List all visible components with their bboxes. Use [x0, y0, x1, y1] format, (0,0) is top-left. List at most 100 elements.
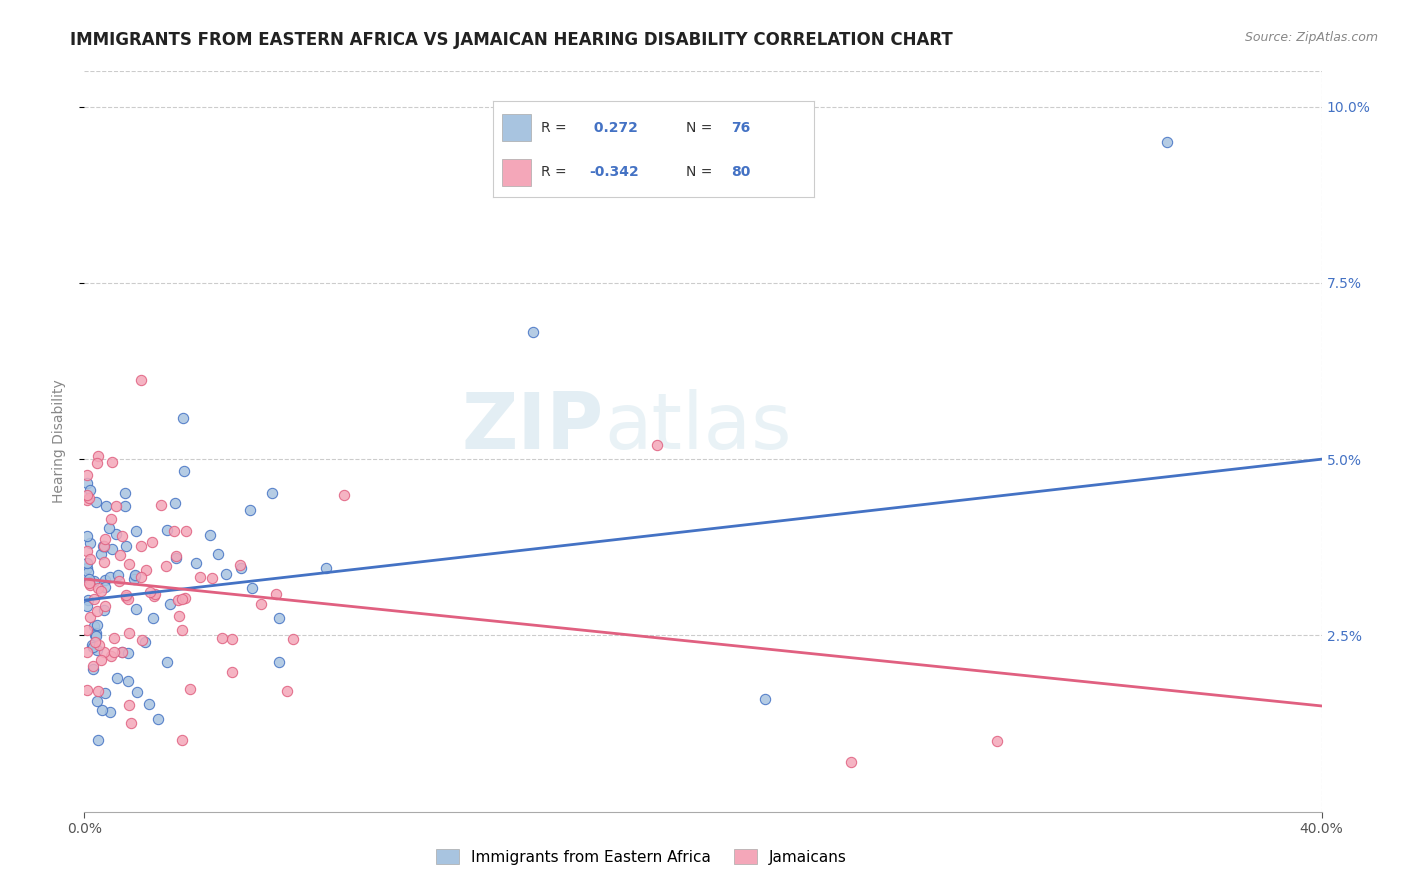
Point — [79, 610, 101, 624]
Point — [83, 628, 105, 642]
Point — [266, 587, 288, 601]
Point — [76, 599, 98, 613]
Point — [198, 527, 221, 541]
Point — [76, 593, 98, 607]
Point — [117, 591, 139, 606]
Point — [645, 438, 668, 452]
Point — [77, 575, 100, 590]
Point — [93, 686, 115, 700]
Point — [100, 542, 122, 557]
Point — [986, 734, 1008, 748]
Point — [86, 694, 108, 708]
Text: atlas: atlas — [605, 389, 792, 465]
Point — [100, 705, 122, 719]
Point — [754, 692, 776, 706]
Point — [93, 539, 115, 553]
Point — [82, 659, 104, 673]
Point — [173, 591, 195, 606]
Point — [143, 589, 166, 603]
Point — [93, 603, 115, 617]
Point — [149, 498, 172, 512]
Point — [135, 563, 157, 577]
Point — [211, 632, 233, 646]
Point — [77, 572, 100, 586]
Point — [125, 684, 148, 698]
Point — [84, 495, 107, 509]
Point — [1156, 135, 1178, 149]
Legend: Immigrants from Eastern Africa, Jamaicans: Immigrants from Eastern Africa, Jamaican… — [430, 843, 852, 871]
Point — [221, 665, 243, 679]
Point — [229, 561, 252, 575]
Point — [89, 638, 111, 652]
Point — [125, 602, 148, 616]
Point — [100, 648, 122, 663]
Point — [90, 584, 112, 599]
Point — [97, 521, 120, 535]
Point — [90, 653, 112, 667]
Point — [276, 683, 298, 698]
Point — [114, 590, 136, 604]
Point — [83, 592, 105, 607]
Point — [86, 604, 108, 618]
Point — [76, 561, 98, 575]
Point — [165, 549, 187, 563]
Point — [87, 450, 110, 464]
Point — [86, 733, 108, 747]
Point — [84, 629, 107, 643]
Point — [170, 623, 193, 637]
Point — [143, 587, 166, 601]
Point — [166, 593, 188, 607]
Point — [269, 655, 291, 669]
Point — [156, 523, 179, 537]
Point — [186, 557, 208, 571]
Point — [98, 570, 121, 584]
Point — [76, 543, 98, 558]
Point — [260, 486, 283, 500]
Point — [76, 467, 98, 482]
Point — [94, 580, 117, 594]
Point — [77, 491, 100, 505]
Point — [114, 500, 136, 514]
Point — [86, 684, 108, 698]
Point — [107, 568, 129, 582]
Point — [76, 476, 98, 491]
Point — [79, 536, 101, 550]
Point — [104, 499, 127, 513]
Point — [86, 581, 108, 595]
Point — [82, 662, 104, 676]
Point — [124, 524, 146, 538]
Point — [93, 573, 115, 587]
Point — [841, 756, 863, 770]
Point — [79, 578, 101, 592]
Text: IMMIGRANTS FROM EASTERN AFRICA VS JAMAICAN HEARING DISABILITY CORRELATION CHART: IMMIGRANTS FROM EASTERN AFRICA VS JAMAIC… — [70, 31, 953, 49]
Point — [124, 568, 146, 582]
Point — [167, 609, 190, 624]
Point — [215, 567, 238, 582]
Point — [76, 488, 98, 502]
Point — [207, 547, 229, 561]
Point — [134, 635, 156, 649]
Point — [83, 635, 105, 649]
Point — [104, 527, 127, 541]
Point — [188, 570, 211, 584]
Point — [91, 703, 114, 717]
Point — [114, 539, 136, 553]
Point — [172, 410, 194, 425]
Point — [172, 732, 194, 747]
Point — [117, 646, 139, 660]
Point — [93, 540, 115, 554]
Point — [117, 673, 139, 688]
Point — [146, 713, 169, 727]
Point — [76, 493, 98, 508]
Point — [86, 643, 108, 657]
Point — [82, 640, 104, 655]
Point — [79, 552, 101, 566]
Point — [103, 631, 125, 645]
Point — [315, 561, 337, 575]
Point — [201, 571, 224, 585]
Point — [76, 683, 98, 698]
Point — [124, 569, 146, 583]
Point — [156, 655, 179, 669]
Point — [76, 556, 98, 570]
Point — [142, 611, 165, 625]
